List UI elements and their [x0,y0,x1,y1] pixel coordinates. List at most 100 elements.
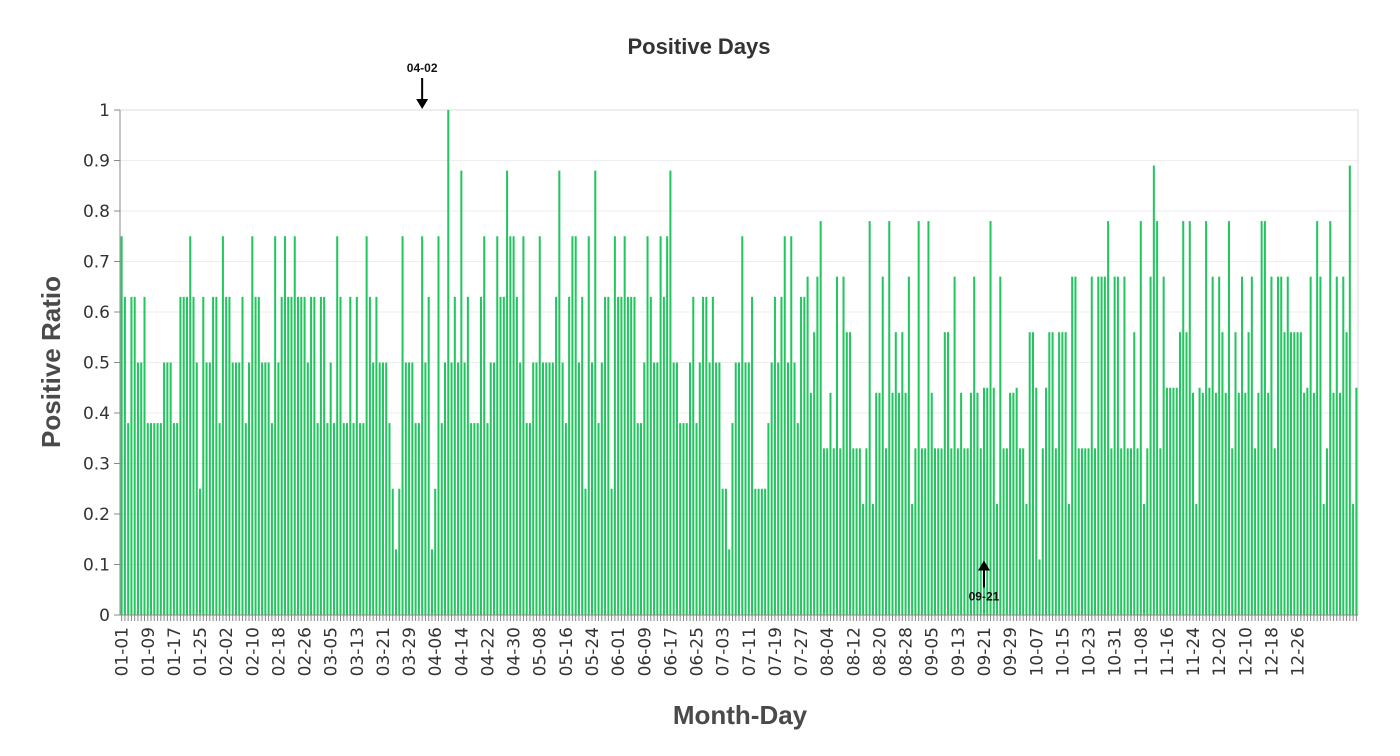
bar [1094,448,1097,615]
bar [234,362,237,615]
x-tick-label: 11-08 [1132,627,1152,676]
bar [450,362,453,615]
bar [855,448,858,615]
bar [822,448,825,615]
bar [352,423,355,615]
x-axis: 01-01 01-09 01-17 01-25 02-02 02-10 02-18 02-26… [113,614,1358,676]
bar [440,423,443,615]
bar [888,221,891,615]
bar [927,221,930,615]
bar [136,362,139,615]
bar [1348,165,1351,616]
bar [600,362,603,615]
bar [437,236,440,615]
bar [734,362,737,615]
bar [401,236,404,615]
bar [747,362,750,615]
bar [800,296,803,615]
bar [1165,387,1168,615]
x-tick-label: 10-23 [1080,627,1100,676]
bar [189,236,192,615]
x-tick-label: 09-13 [949,627,969,676]
bar [280,296,283,615]
bar [868,221,871,615]
bar [643,362,646,615]
bar [835,276,839,615]
x-tick-label: 01-25 [191,627,211,676]
bar [1335,276,1338,615]
y-axis: 0 0.1 0.2 0.3 0.4 0.5 0.6 0.7 0.8 0.9 1 [83,101,121,626]
bar [398,488,401,615]
bar [1022,448,1025,615]
bar [996,503,999,615]
bar [156,423,159,615]
bar [1129,448,1132,615]
x-tick-label: 07-11 [740,627,760,676]
bar [633,296,636,615]
annotations: 04-02 09-21 [407,61,1000,603]
x-tick-label: 05-16 [557,627,577,676]
bar [568,296,571,615]
bar [146,423,149,615]
bar [1038,559,1041,615]
bar [1208,387,1211,615]
bar [427,296,430,615]
y-tick-label: 0.6 [83,303,110,323]
bar [607,296,610,615]
bar [241,296,244,615]
bar [479,296,482,615]
bar [1074,276,1077,615]
bar [248,362,251,615]
bar [182,296,185,615]
bar [362,423,365,615]
bar [979,448,982,615]
bar [176,423,179,615]
bar [153,423,156,615]
bar [764,488,767,615]
bar [898,392,901,615]
bar [551,362,554,615]
bar [666,236,669,615]
bar [297,296,300,615]
bar [728,549,731,615]
bar [231,362,234,615]
bar [1025,503,1028,615]
bar [1103,276,1106,615]
x-tick-label: 07-19 [766,627,786,676]
bar [316,423,319,615]
bar [163,362,166,615]
bar [1067,503,1070,615]
bar [1205,221,1208,615]
bar [584,488,587,615]
bar [711,296,714,615]
bar [1009,392,1012,615]
x-tick-label: 10-31 [1106,627,1126,676]
bar [525,423,528,615]
bar [790,236,793,615]
bar [1152,165,1155,616]
bar [653,362,656,615]
bar [1276,276,1279,615]
bar [166,362,169,615]
bar [982,387,985,615]
bar [751,296,754,615]
bar [332,423,335,615]
bar [1270,276,1273,615]
bar [1316,221,1319,615]
bar [293,236,296,615]
bar [506,170,509,615]
bar [698,362,701,615]
bar [391,488,394,615]
bar [1218,276,1221,615]
bar [319,296,322,615]
bar [992,387,995,615]
bar [894,332,897,615]
bar [1234,332,1237,615]
x-tick-label: 08-04 [818,627,838,676]
x-tick-label: 06-01 [609,627,629,676]
bar [960,392,963,615]
annotation-arrow-head [416,99,429,109]
bar [421,236,424,615]
bar [604,296,607,615]
